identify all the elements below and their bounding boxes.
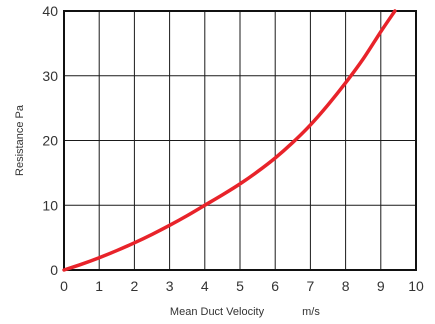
series-line	[62, 9, 397, 272]
y-axis-label: Resistance Pa	[14, 104, 26, 176]
x-tick-label: 1	[95, 278, 103, 294]
x-tick-label: 3	[166, 278, 174, 294]
y-tick-label: 20	[42, 133, 58, 149]
x-axis-unit: m/s	[302, 306, 320, 318]
x-tick-label: 6	[271, 278, 279, 294]
x-tick-label: 7	[307, 278, 315, 294]
plot-frame	[63, 10, 417, 271]
x-tick-label: 5	[236, 278, 244, 294]
plot-border	[63, 10, 417, 271]
grid-lines	[64, 11, 416, 270]
x-tick-label: 9	[377, 278, 385, 294]
x-tick-label: 0	[60, 278, 68, 294]
x-axis-label: Mean Duct Velocity	[170, 306, 265, 318]
y-axis-ticks: 0 10 20 30 40	[42, 3, 58, 278]
y-tick-label: 10	[42, 197, 58, 213]
x-axis-ticks: 0 1 2 3 4 5 6 7 8 9 10	[60, 278, 424, 294]
y-tick-label: 0	[50, 262, 58, 278]
series-layer	[62, 9, 397, 272]
x-tick-label: 2	[131, 278, 139, 294]
x-tick-label: 8	[342, 278, 350, 294]
y-tick-label: 40	[42, 3, 58, 19]
x-tick-label: 4	[201, 278, 209, 294]
y-tick-label: 30	[42, 68, 58, 84]
x-tick-label: 10	[408, 278, 424, 294]
